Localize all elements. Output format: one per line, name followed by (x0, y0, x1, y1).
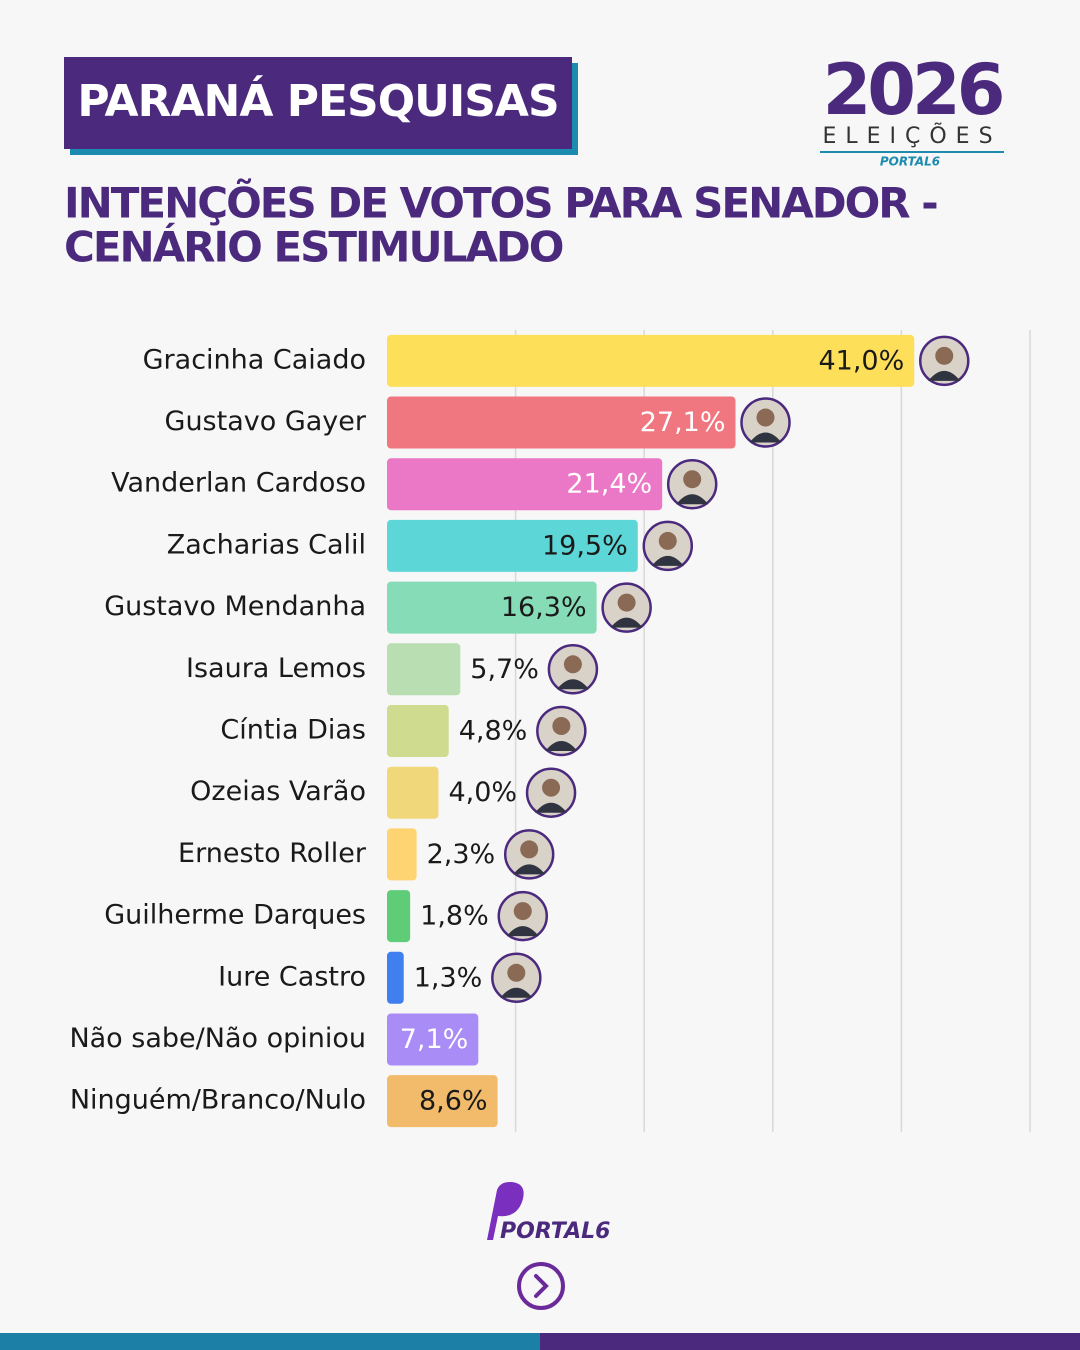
category-label: Ozeias Varão (190, 776, 366, 807)
avatar-head (542, 778, 561, 797)
badge (64, 57, 572, 149)
value-label: 41,0% (818, 345, 904, 376)
bar (387, 1013, 479, 1066)
bar (387, 705, 449, 757)
avatar-head (563, 655, 582, 674)
bar (387, 334, 915, 387)
avatar-body (928, 370, 961, 381)
value-label: 8,6% (419, 1086, 488, 1117)
avatar-body (506, 926, 539, 937)
category-label: Não sabe/Não opiniou (69, 1023, 366, 1054)
category-label: Ernesto Roller (178, 838, 367, 869)
bar (387, 519, 638, 572)
bar (387, 1075, 498, 1128)
avatar-body (535, 802, 568, 813)
category-label: Gustavo Gayer (165, 406, 367, 437)
value-label: 19,5% (542, 530, 628, 561)
bar (387, 828, 417, 881)
bar (387, 951, 404, 1004)
avatar-head (513, 902, 532, 921)
value-label: 4,0% (448, 777, 517, 808)
avatar-body (500, 987, 533, 998)
avatar-body (556, 679, 589, 690)
avatar-body (749, 432, 782, 443)
bar (387, 581, 597, 634)
category-label: Guilherme Darques (104, 900, 366, 931)
value-label: 7,1% (400, 1024, 469, 1055)
avatar-body (610, 617, 643, 628)
avatar-head (683, 470, 702, 489)
avatar-head (507, 963, 526, 982)
bar (387, 458, 663, 511)
chart-title: CENÁRIO ESTIMULADO (64, 222, 563, 272)
next-button[interactable] (517, 1262, 565, 1310)
bar (387, 643, 461, 696)
logo-word: ELEIÇÕES (822, 122, 1001, 149)
avatar-body (545, 741, 578, 751)
value-label: 27,1% (640, 407, 726, 438)
logo-year: 2026 (823, 49, 1002, 131)
category-label: Vanderlan Cardoso (111, 468, 366, 499)
value-label: 2,3% (427, 839, 496, 870)
footer-logo-icon (487, 1182, 524, 1240)
avatar-body (651, 555, 684, 566)
bar (387, 890, 411, 943)
avatar-head (617, 593, 636, 612)
next-arrow (534, 1274, 549, 1298)
value-label: 1,3% (414, 962, 483, 993)
avatar-head (756, 408, 775, 427)
avatar-head (552, 717, 571, 735)
value-label: 21,4% (566, 469, 652, 500)
value-label: 4,8% (459, 716, 528, 747)
avatar-head (520, 840, 539, 859)
avatar-head (658, 531, 677, 550)
category-label: Isaura Lemos (186, 653, 366, 684)
avatar-body (676, 494, 709, 505)
category-label: Gracinha Caiado (143, 344, 366, 375)
avatar-body (513, 864, 546, 875)
avatar-head (935, 346, 954, 365)
category-label: Zacharias Calil (167, 529, 366, 560)
footer-brand: PORTAL6 (500, 1219, 610, 1244)
category-label: Ninguém/Branco/Nulo (70, 1085, 366, 1116)
bottom-strip (540, 1333, 1080, 1350)
value-label: 1,8% (420, 901, 489, 932)
category-label: Iure Castro (218, 961, 366, 992)
category-label: Cíntia Dias (220, 715, 366, 746)
category-label: Gustavo Mendanha (104, 591, 366, 622)
bar (387, 396, 736, 449)
bar (387, 766, 439, 819)
value-label: 5,7% (470, 654, 539, 685)
logo-brand: PORTAL6 (880, 155, 940, 169)
chart-title: INTENÇÕES DE VOTOS PARA SENADOR - (64, 178, 937, 228)
value-label: 16,3% (501, 592, 587, 623)
badge-text: PARANÁ PESQUISAS (77, 74, 558, 127)
bottom-strip (0, 1333, 540, 1350)
